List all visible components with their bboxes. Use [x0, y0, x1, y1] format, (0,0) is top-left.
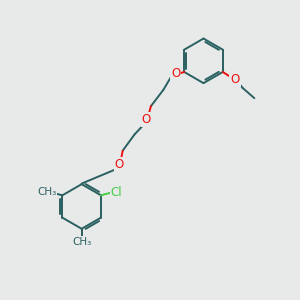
Text: O: O	[230, 73, 240, 86]
Text: O: O	[115, 158, 124, 171]
Text: CH₃: CH₃	[37, 188, 56, 197]
Text: O: O	[142, 113, 151, 126]
Text: Cl: Cl	[111, 186, 122, 199]
Text: CH₃: CH₃	[72, 237, 91, 247]
Text: O: O	[171, 67, 181, 80]
